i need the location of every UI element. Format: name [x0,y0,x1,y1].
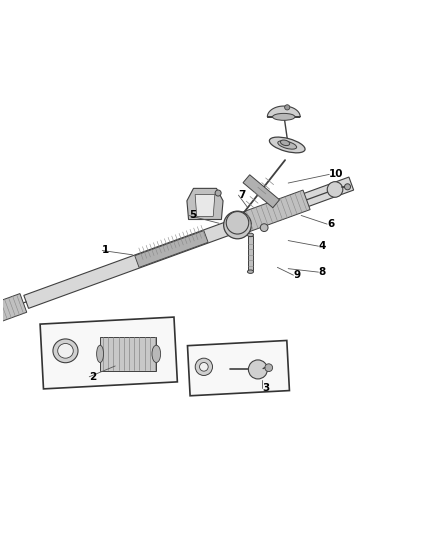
Circle shape [200,362,208,371]
Ellipse shape [247,233,254,237]
Circle shape [248,360,268,379]
Circle shape [260,224,268,231]
Text: 5: 5 [189,211,196,221]
Circle shape [215,190,221,196]
Text: 9: 9 [293,270,300,280]
Circle shape [345,184,350,190]
Text: 1: 1 [102,246,110,255]
Circle shape [224,211,251,239]
Circle shape [226,212,249,234]
Polygon shape [187,188,223,220]
Text: 2: 2 [89,372,96,382]
Ellipse shape [247,270,254,273]
Ellipse shape [269,137,305,153]
Polygon shape [243,175,279,208]
Polygon shape [248,236,253,270]
Text: 6: 6 [327,219,334,229]
Ellipse shape [272,114,295,120]
Polygon shape [100,336,156,371]
Ellipse shape [53,339,78,363]
Polygon shape [195,195,215,216]
Circle shape [265,364,272,372]
Ellipse shape [97,345,103,362]
Polygon shape [40,317,177,389]
Ellipse shape [58,343,73,358]
Text: 3: 3 [262,383,269,393]
Polygon shape [0,294,27,326]
Polygon shape [135,231,208,268]
Ellipse shape [280,140,290,146]
Circle shape [327,182,343,197]
Polygon shape [267,106,300,117]
Circle shape [195,358,212,375]
Circle shape [230,217,245,233]
Text: 7: 7 [238,190,246,200]
Polygon shape [187,341,290,396]
Text: 8: 8 [318,267,326,277]
Ellipse shape [278,141,297,149]
Ellipse shape [152,345,161,362]
Text: 10: 10 [329,169,344,180]
Polygon shape [242,190,310,232]
Circle shape [285,105,290,110]
Polygon shape [24,177,353,309]
Text: 4: 4 [318,241,326,251]
